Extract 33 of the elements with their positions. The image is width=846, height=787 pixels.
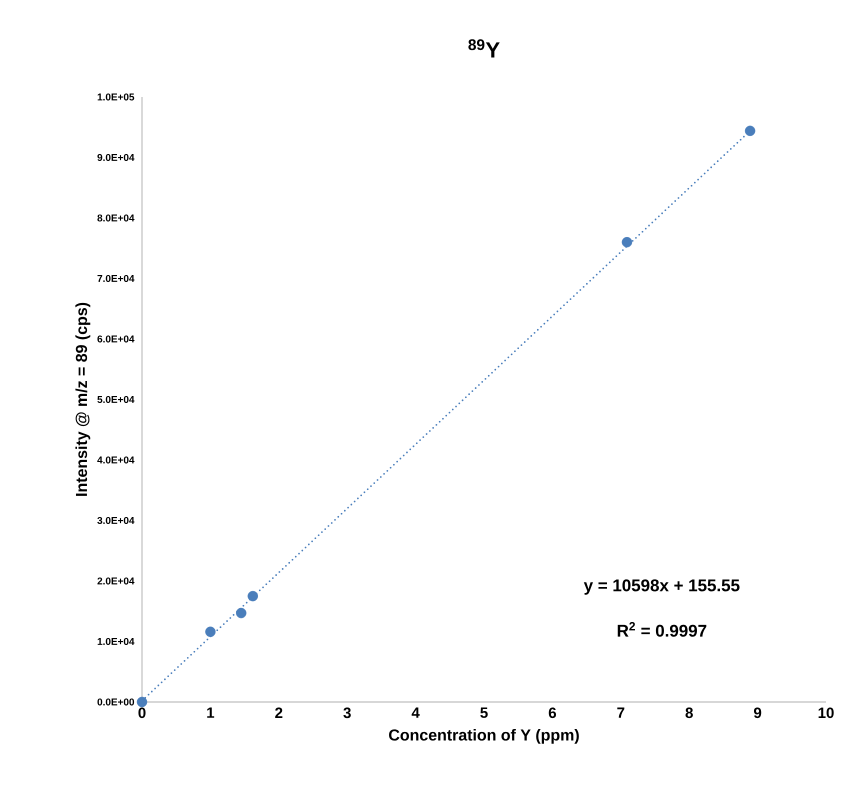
x-tick-label: 8 (686, 708, 693, 718)
y-tick-label: 9.0E+04 (97, 154, 134, 162)
x-tick-label: 10 (818, 708, 834, 718)
x-axis-title: Concentration of Y (ppm) (389, 728, 579, 744)
y-tick-label: 4.0E+04 (97, 456, 134, 464)
x-tick-label: 3 (343, 708, 351, 718)
y-tick-label: 7.0E+04 (98, 274, 134, 282)
point (205, 626, 216, 638)
y-tick-label: 6.0E+04 (97, 335, 134, 343)
y-tick-label: 2.0E+04 (97, 577, 134, 585)
point (136, 696, 148, 708)
y-axis-title: Intensity @ m/z = 89 (cps) (75, 302, 90, 496)
x-tick-label: 1 (207, 708, 214, 718)
point (236, 608, 246, 618)
y-tick-label: 0.0E+00 (97, 698, 134, 706)
point (248, 590, 258, 602)
y-tick-label: 1.0E+05 (98, 93, 134, 101)
y-tick-label: 5.0E+04 (97, 396, 134, 404)
x-tick-label: 9 (754, 708, 762, 718)
x-tick-label: 6 (548, 708, 556, 718)
x-tick-label: 4 (412, 708, 420, 718)
annotation: y = 10598x + 155.55 (584, 579, 740, 595)
x-tick-label: 7 (617, 708, 624, 718)
point (744, 126, 756, 136)
y-tick-label: 1.0E+04 (98, 638, 134, 646)
chart-title: $^{89}$Y (468, 39, 500, 58)
x-tick-label: 0 (138, 708, 146, 718)
y-tick-label: 3.0E+04 (97, 516, 134, 524)
x-tick-label: 2 (275, 708, 282, 718)
point (622, 236, 632, 248)
x-tick-label: 5 (480, 708, 488, 718)
annotation: R$^{2}$ = 0.9997 (618, 622, 706, 637)
y-tick-label: 8.0E+04 (97, 214, 134, 222)
